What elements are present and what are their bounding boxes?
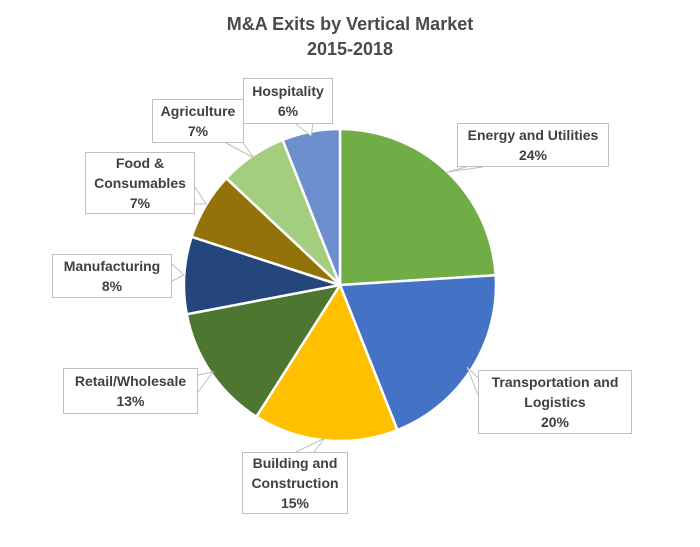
callout-label-transportation-and-logistics: Transportation and Logistics 20% [478, 370, 632, 434]
slice-percent: 7% [129, 195, 151, 211]
callout-leader-building-and-construction [295, 437, 326, 453]
slice-percent: 8% [101, 278, 123, 294]
callout-leader-agriculture [225, 142, 255, 159]
slice-percent: 7% [187, 123, 209, 139]
slice-percent: 13% [116, 393, 145, 409]
callout-label-agriculture: Agriculture 7% [152, 99, 244, 143]
callout-label-hospitality: Hospitality 6% [243, 78, 333, 124]
callout-leader-retail-wholesale [197, 371, 215, 393]
callout-leader-food-consumables [194, 186, 207, 205]
callout-leader-transportation-and-logistics [466, 366, 479, 396]
slice-percent: 24% [518, 147, 548, 163]
callout-leader-hospitality [295, 123, 314, 137]
slice-label: Transportation and Logistics [491, 374, 619, 410]
callout-label-building-and-construction: Building and Construction 15% [242, 452, 348, 514]
chart-title-block: M&A Exits by Vertical Market 2015-2018 [0, 12, 700, 62]
callout-label-energy-and-utilities: Energy and Utilities 24% [457, 123, 609, 167]
slice-label: Building and Construction [251, 455, 339, 491]
callout-label-manufacturing: Manufacturing 8% [52, 254, 172, 298]
callout-leader-manufacturing [171, 263, 185, 282]
slice-label: Food & Consumables [94, 155, 186, 191]
slice-percent: 6% [277, 103, 299, 119]
slice-label: Manufacturing [63, 258, 161, 274]
callout-leader-energy-and-utilities [446, 166, 484, 173]
callout-label-food-and-consumables: Food & Consumables 7% [85, 152, 195, 214]
slice-label: Energy and Utilities [467, 127, 599, 143]
pie-slice-energy-and-utilities [338, 127, 497, 287]
chart-title: M&A Exits by Vertical Market [226, 14, 474, 34]
pie-slice-building-and-construction [255, 283, 399, 443]
slice-label: Hospitality [252, 83, 324, 99]
chart-subtitle: 2015-2018 [306, 39, 394, 59]
slice-percent: 20% [540, 414, 570, 430]
callout-label-retail-wholesale: Retail/Wholesale 13% [63, 368, 198, 414]
slice-label: Agriculture [160, 103, 236, 119]
pie-slice-transportation-and-logistics [338, 273, 498, 432]
slice-label: Retail/Wholesale [74, 373, 187, 389]
slice-percent: 15% [280, 495, 310, 511]
